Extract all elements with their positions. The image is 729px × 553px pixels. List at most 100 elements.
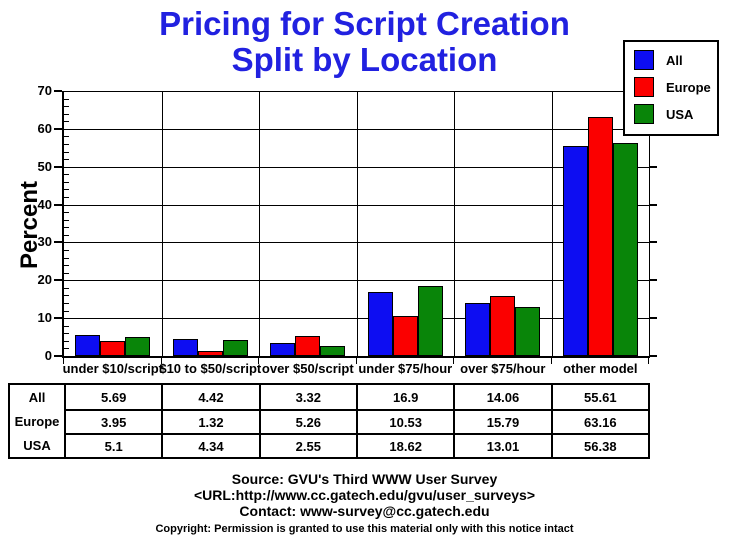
y-axis-title: Percent	[16, 180, 43, 270]
gridline-vertical	[259, 91, 260, 356]
table-row-header: All	[28, 389, 46, 405]
y-minor-tick	[64, 250, 69, 251]
y-minor-tick	[64, 340, 69, 342]
legend-label: USA	[666, 106, 694, 122]
footer-contact: Contact: www-survey@cc.gatech.edu	[239, 503, 490, 519]
y-minor-tick	[64, 189, 69, 191]
table-cell: 18.62	[356, 433, 454, 457]
y-minor-tick	[64, 151, 69, 153]
y-tick-mark	[54, 90, 62, 92]
y-tick-mark	[54, 127, 62, 130]
legend-label: Europe	[666, 79, 711, 95]
y-tick-label: 20	[37, 272, 52, 288]
right-tick-mark	[650, 317, 657, 320]
legend-label: All	[666, 52, 683, 68]
y-minor-tick	[64, 234, 69, 236]
y-minor-tick	[64, 265, 69, 267]
y-tick-mark	[54, 317, 62, 320]
y-minor-tick	[64, 181, 69, 183]
y-minor-tick	[64, 98, 69, 100]
x-tick-mark	[550, 358, 552, 364]
bar-all-2	[270, 343, 296, 356]
y-minor-tick	[64, 212, 69, 214]
x-tick-label: over $75/hour	[460, 361, 546, 376]
legend-item: Europe	[634, 77, 717, 97]
gridline-vertical	[356, 91, 358, 356]
footer-copyright: Copyright: Permission is granted to use …	[155, 523, 574, 535]
table-cell: 15.79	[453, 409, 551, 433]
gridline-vertical	[551, 91, 553, 356]
table-cell: 1.32	[161, 409, 259, 433]
y-tick-mark	[54, 241, 62, 244]
x-tick-mark	[355, 358, 357, 364]
x-tick-label: under $75/hour	[358, 361, 453, 376]
y-minor-tick	[64, 303, 69, 304]
table-cell: 3.32	[258, 385, 356, 409]
y-tick-label: 60	[37, 120, 52, 136]
table-cell: 55.61	[550, 385, 648, 409]
bar-usa-3	[417, 285, 443, 356]
bar-europe-5	[587, 116, 613, 356]
bar-europe-3	[392, 316, 418, 356]
y-tick-label: 0	[44, 348, 52, 363]
x-tick-mark	[63, 358, 64, 364]
bar-all-1	[172, 339, 198, 356]
y-tick-mark	[54, 279, 62, 282]
y-minor-tick	[64, 310, 69, 312]
legend-item: All	[634, 50, 717, 70]
y-tick-label: 10	[37, 310, 52, 326]
right-tick-mark	[650, 203, 657, 206]
y-minor-tick	[64, 325, 69, 327]
footer-url: <URL:http://www.cc.gatech.edu/gvu/user_s…	[193, 487, 536, 503]
table-cell: 14.06	[453, 385, 550, 409]
bar-europe-1	[197, 351, 223, 356]
right-tick-mark	[650, 279, 657, 282]
y-minor-tick	[64, 295, 69, 297]
x-tick-mark	[258, 358, 259, 364]
y-minor-tick	[64, 159, 69, 161]
bar-all-4	[465, 302, 491, 356]
gridline-vertical	[161, 91, 163, 356]
table-cell: 5.26	[258, 409, 356, 433]
table-cell: 56.38	[550, 433, 648, 457]
right-tick-mark	[650, 241, 657, 244]
table-row-header: USA	[23, 437, 51, 453]
y-minor-tick	[64, 174, 69, 176]
x-tick-label: other model	[563, 361, 638, 376]
y-minor-tick	[64, 348, 69, 350]
y-minor-tick	[64, 136, 69, 138]
y-tick-mark	[54, 203, 62, 206]
table-cell: 3.95	[64, 409, 162, 433]
x-tick-label: under $10/script	[62, 361, 164, 376]
y-tick-label: 30	[37, 234, 52, 250]
right-tick-mark	[650, 355, 657, 357]
x-tick-label: over $50/script	[261, 361, 354, 376]
y-tick-label: 40	[37, 196, 52, 212]
bar-usa-5	[612, 142, 638, 356]
data-table: All 5.69 4.42 3.32 16.9 14.06 55.61 Europe 3.95 1…	[8, 383, 650, 459]
bar-usa-1	[222, 339, 248, 356]
chart-title-line2: Split by Location	[231, 41, 498, 78]
bar-europe-4	[490, 296, 516, 356]
table-cell: 2.55	[258, 433, 356, 457]
y-tick-mark	[54, 165, 62, 168]
legend: All Europe USA	[623, 40, 719, 136]
bar-usa-4	[515, 306, 541, 356]
x-tick-mark	[648, 358, 649, 364]
x-tick-label: $10 to $50/script	[159, 361, 262, 376]
plot-area	[62, 91, 650, 358]
bar-europe-2	[295, 336, 321, 356]
y-minor-tick	[64, 333, 69, 335]
y-minor-tick	[64, 257, 69, 259]
table-cell: 63.16	[550, 409, 648, 433]
chart-title-line1: Pricing for Script Creation	[159, 5, 570, 42]
legend-swatch-europe	[634, 77, 654, 97]
gridline-vertical	[454, 91, 455, 356]
x-tick-mark	[453, 358, 454, 364]
table-cell: 4.42	[161, 385, 258, 409]
y-minor-tick	[64, 144, 69, 145]
legend-item: USA	[634, 104, 717, 124]
y-minor-tick	[64, 113, 69, 115]
legend-swatch-all	[634, 50, 654, 70]
